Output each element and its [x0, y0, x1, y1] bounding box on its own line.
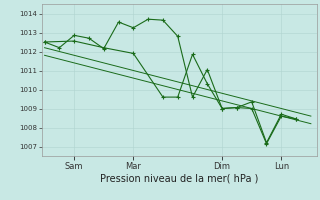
X-axis label: Pression niveau de la mer( hPa ): Pression niveau de la mer( hPa ) [100, 173, 258, 183]
